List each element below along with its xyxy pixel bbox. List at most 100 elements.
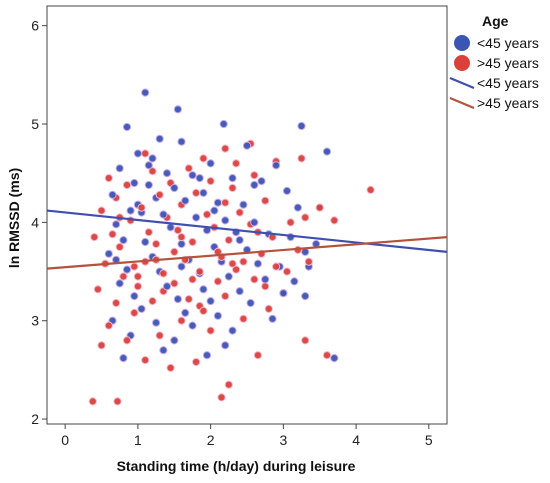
point-under-45: [170, 336, 179, 345]
point-under-45: [213, 198, 222, 207]
point-over-45: [170, 247, 179, 256]
legend-label: >45 years: [477, 55, 539, 71]
point-over-45: [322, 351, 332, 360]
point-over-45: [224, 380, 233, 389]
y-tick-label: 5: [31, 116, 39, 132]
point-over-45: [301, 213, 310, 222]
plot-area: [46, 5, 448, 425]
x-axis: 0 1 2 3 4 5: [61, 424, 433, 448]
point-under-45: [122, 122, 132, 132]
point-over-45: [119, 272, 128, 281]
point-under-45: [181, 196, 190, 205]
point-over-45: [232, 265, 241, 274]
legend-line-over-45: [449, 96, 475, 110]
point-under-45: [250, 180, 259, 190]
point-over-45: [144, 228, 153, 237]
point-under-45: [108, 190, 117, 199]
point-under-45: [188, 171, 197, 180]
legend-marker-over-45: [454, 55, 470, 71]
point-under-45: [137, 304, 146, 313]
point-over-45: [93, 285, 103, 294]
x-axis-title: Standing time (h/day) during leisure: [117, 458, 356, 474]
x-tick-label: 1: [134, 432, 142, 448]
point-under-45: [228, 174, 237, 183]
point-under-45: [162, 169, 172, 178]
point-over-45: [88, 397, 97, 406]
point-over-45: [261, 196, 270, 205]
point-over-45: [199, 154, 208, 163]
point-over-45: [232, 159, 241, 168]
point-under-45: [242, 141, 252, 150]
point-over-45: [122, 336, 132, 345]
point-under-45: [170, 183, 179, 193]
point-over-45: [228, 183, 237, 193]
point-over-45: [192, 188, 201, 197]
point-under-45: [290, 277, 299, 286]
point-under-45: [253, 259, 262, 268]
point-over-45: [228, 259, 237, 268]
point-over-45: [148, 167, 157, 176]
y-axis: 2 3 4 5 6: [31, 18, 47, 427]
point-under-45: [177, 137, 186, 146]
point-over-45: [297, 154, 306, 163]
point-under-45: [301, 292, 310, 301]
y-tick-label: 2: [31, 411, 39, 427]
point-under-45: [126, 206, 135, 215]
point-over-45: [235, 208, 244, 217]
plot-frame: [46, 5, 448, 425]
legend-label: <45 years: [477, 75, 539, 91]
point-over-45: [195, 267, 204, 276]
point-under-45: [159, 346, 168, 355]
point-under-45: [177, 262, 186, 271]
point-under-45: [224, 272, 233, 281]
point-under-45: [152, 318, 161, 327]
point-under-45: [202, 351, 212, 360]
point-under-45: [268, 314, 277, 323]
point-under-45: [141, 237, 150, 247]
point-under-45: [192, 213, 201, 222]
point-under-45: [221, 341, 230, 350]
point-over-45: [170, 279, 179, 288]
x-tick-label: 0: [61, 432, 69, 448]
point-over-45: [184, 295, 193, 304]
point-over-45: [130, 262, 139, 271]
point-under-45: [166, 223, 175, 232]
point-under-45: [210, 206, 219, 215]
point-over-45: [264, 304, 273, 313]
point-over-45: [199, 306, 208, 315]
point-under-45: [250, 218, 259, 227]
point-over-45: [115, 242, 124, 252]
point-under-45: [177, 239, 186, 249]
point-over-45: [224, 236, 233, 245]
point-under-45: [272, 161, 281, 170]
legend-label: >45 years: [477, 95, 539, 111]
point-under-45: [221, 216, 230, 225]
point-under-45: [293, 203, 302, 212]
x-tick-label: 3: [279, 432, 287, 448]
x-tick-label: 4: [352, 432, 360, 448]
point-over-45: [206, 326, 215, 335]
point-over-45: [108, 230, 117, 239]
point-under-45: [279, 289, 288, 298]
point-over-45: [148, 297, 157, 306]
y-axis-title: ln RMSSD (ms): [6, 168, 22, 268]
point-under-45: [133, 149, 142, 158]
point-under-45: [173, 105, 182, 114]
point-over-45: [286, 218, 295, 227]
point-over-45: [122, 180, 132, 190]
point-over-45: [221, 292, 230, 301]
point-over-45: [188, 275, 197, 284]
point-over-45: [97, 341, 106, 350]
point-under-45: [162, 282, 172, 291]
point-over-45: [192, 357, 201, 367]
point-under-45: [144, 180, 153, 190]
point-over-45: [173, 226, 182, 235]
point-under-45: [155, 134, 164, 143]
point-over-45: [141, 149, 150, 158]
point-over-45: [130, 308, 139, 317]
point-over-45: [177, 233, 186, 242]
point-over-45: [202, 210, 212, 219]
point-over-45: [221, 198, 230, 207]
point-over-45: [113, 397, 122, 406]
